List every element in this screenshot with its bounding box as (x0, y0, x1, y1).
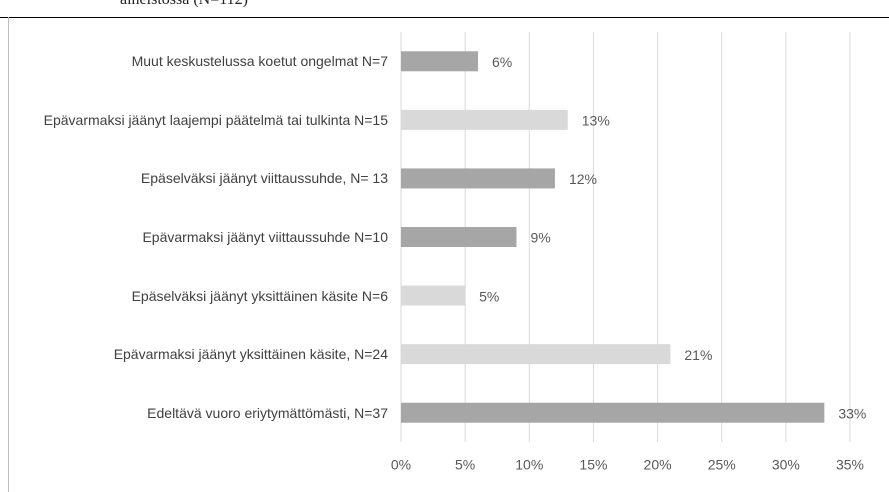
category-label: Epäselväksi jäänyt yksittäinen käsite N=… (131, 287, 388, 304)
bar (401, 109, 568, 130)
category-label-box: Epäselväksi jäänyt yksittäinen käsite N=… (0, 271, 388, 321)
bar (401, 51, 478, 72)
category-label-box: Epäselväksi jäänyt viittaussuhde, N= 13 (0, 153, 388, 203)
bar (401, 227, 517, 247)
bar (401, 402, 825, 423)
category-label: Epävarmaksi jäänyt yksittäinen käsite, N… (113, 346, 388, 363)
value-label: 12% (569, 171, 597, 187)
value-label: 21% (684, 347, 712, 363)
category-label-box: Edeltävä vuoro eriytymättömästi, N=37 (0, 388, 388, 438)
bar (401, 168, 555, 189)
x-tick-label: 10% (515, 457, 543, 473)
category-label: Epäselväksi jäänyt viittaussuhde, N= 13 (140, 170, 388, 187)
chart-title: aineistossa (N=112) (120, 0, 248, 9)
category-label: Epävarmaksi jäänyt laajempi päätelmä tai… (43, 111, 388, 128)
value-label: 13% (582, 113, 610, 129)
x-tick-label: 30% (772, 457, 800, 473)
x-tick-label: 15% (579, 457, 607, 473)
value-label: 33% (838, 405, 866, 421)
category-label-box: Epävarmaksi jäänyt yksittäinen käsite, N… (0, 329, 388, 379)
category-label: Muut keskustelussa koetut ongelmat N=7 (131, 53, 388, 70)
x-tick-label: 0% (391, 457, 411, 473)
category-label-box: Epävarmaksi jäänyt laajempi päätelmä tai… (0, 95, 388, 145)
x-tick-label: 25% (708, 457, 736, 473)
category-label-box: Muut keskustelussa koetut ongelmat N=7 (0, 36, 388, 86)
x-tick-label: 20% (644, 457, 672, 473)
category-label: Epävarmaksi jäänyt viittaussuhde N=10 (142, 229, 388, 245)
value-label: 6% (492, 54, 512, 70)
bar (401, 344, 671, 365)
category-label-box: Epävarmaksi jäänyt viittaussuhde N=10 (0, 212, 388, 262)
bar (401, 285, 466, 306)
x-tick-label: 5% (455, 457, 475, 473)
value-label: 9% (530, 230, 550, 246)
category-label: Edeltävä vuoro eriytymättömästi, N=37 (147, 404, 388, 421)
x-tick-label: 35% (836, 457, 864, 473)
value-label: 5% (479, 288, 499, 304)
